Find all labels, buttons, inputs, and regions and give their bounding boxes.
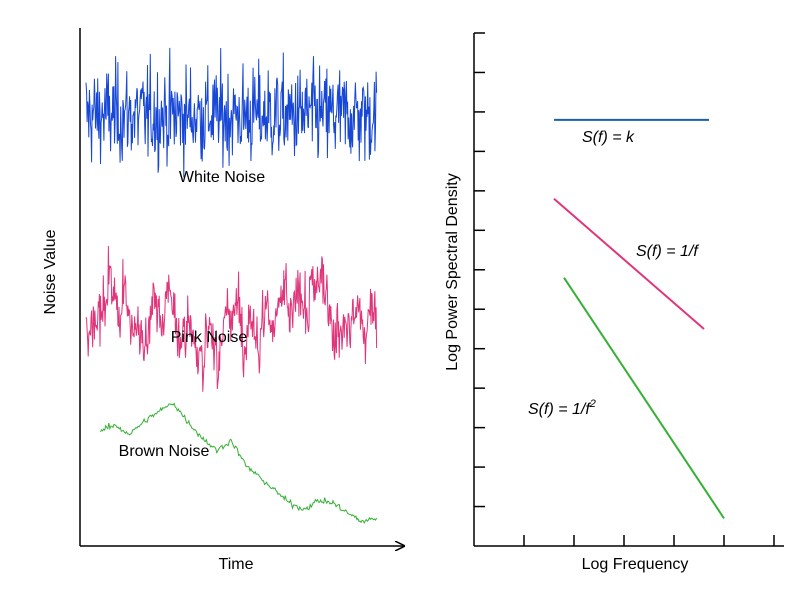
brown-noise-label: Brown Noise: [119, 443, 210, 460]
spectrum-y-label: Log Power Spectral Density: [444, 173, 461, 370]
equation-brown-exponent: 2: [589, 398, 596, 410]
spectrum-line-brown: [563, 277, 725, 519]
white-noise-series-line: [85, 47, 378, 178]
time-series-panel: Time Noise Value White Noise Pink Noise …: [42, 28, 404, 573]
time-x-label: Time: [219, 556, 254, 573]
white-noise-label: White Noise: [179, 169, 265, 186]
equation-pink: S(f) = 1/f: [636, 243, 699, 260]
pink-noise-series-line: [85, 245, 378, 392]
spectral-density-panel: Log Frequency Log Power Spectral Density…: [444, 32, 784, 573]
spectrum-x-label: Log Frequency: [582, 556, 689, 573]
equation-brown: S(f) = 1/f2: [528, 398, 596, 418]
brown-noise-series-line: [100, 402, 378, 524]
spectrum-line-pink: [553, 197, 705, 330]
equation-constant: S(f) = k: [582, 129, 635, 146]
time-y-label: Noise Value: [42, 229, 59, 314]
pink-noise-label: Pink Noise: [171, 329, 248, 346]
